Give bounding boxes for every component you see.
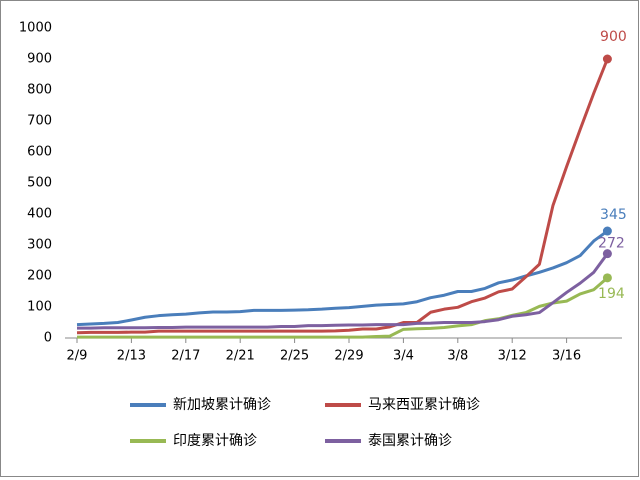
x-tick-label: 2/29 (334, 349, 363, 364)
data-label: 194 (598, 286, 625, 302)
x-tick-label: 2/17 (171, 349, 200, 364)
y-tick-label: 0 (44, 331, 52, 346)
legend-label: 印度累计确诊 (173, 433, 257, 449)
y-tick-label: 700 (27, 114, 52, 129)
data-label: 345 (600, 207, 627, 223)
y-tick-label: 400 (27, 207, 52, 222)
x-tick-label: 2/21 (226, 349, 255, 364)
data-label: 900 (600, 29, 627, 45)
x-tick-label: 3/16 (552, 349, 581, 364)
legend-label: 泰国累计确诊 (368, 433, 452, 449)
x-tick-label: 2/25 (280, 349, 309, 364)
series-line (77, 252, 609, 330)
end-point (602, 54, 612, 64)
y-tick-label: 1000 (19, 21, 52, 36)
x-tick-label: 3/4 (393, 349, 414, 364)
x-tick-label: 3/8 (447, 349, 468, 364)
data-label: 272 (598, 236, 625, 252)
end-point (602, 249, 612, 259)
y-tick-label: 600 (27, 145, 52, 160)
y-tick-label: 200 (27, 269, 52, 284)
y-tick-label: 900 (27, 52, 52, 67)
end-point (602, 226, 612, 236)
series-line (76, 58, 609, 335)
x-tick-label: 2/9 (67, 349, 88, 364)
end-point (602, 273, 612, 283)
legend-label: 新加坡累计确诊 (173, 397, 271, 413)
x-tick-label: 3/12 (498, 349, 527, 364)
series-line (76, 229, 609, 327)
y-tick-label: 100 (27, 300, 52, 315)
legend-label: 马来西亚累计确诊 (368, 397, 480, 413)
y-tick-label: 300 (27, 238, 52, 253)
y-tick-label: 800 (27, 83, 52, 98)
y-tick-label: 500 (27, 176, 52, 191)
series-line (77, 276, 609, 339)
x-tick-label: 2/13 (117, 349, 146, 364)
